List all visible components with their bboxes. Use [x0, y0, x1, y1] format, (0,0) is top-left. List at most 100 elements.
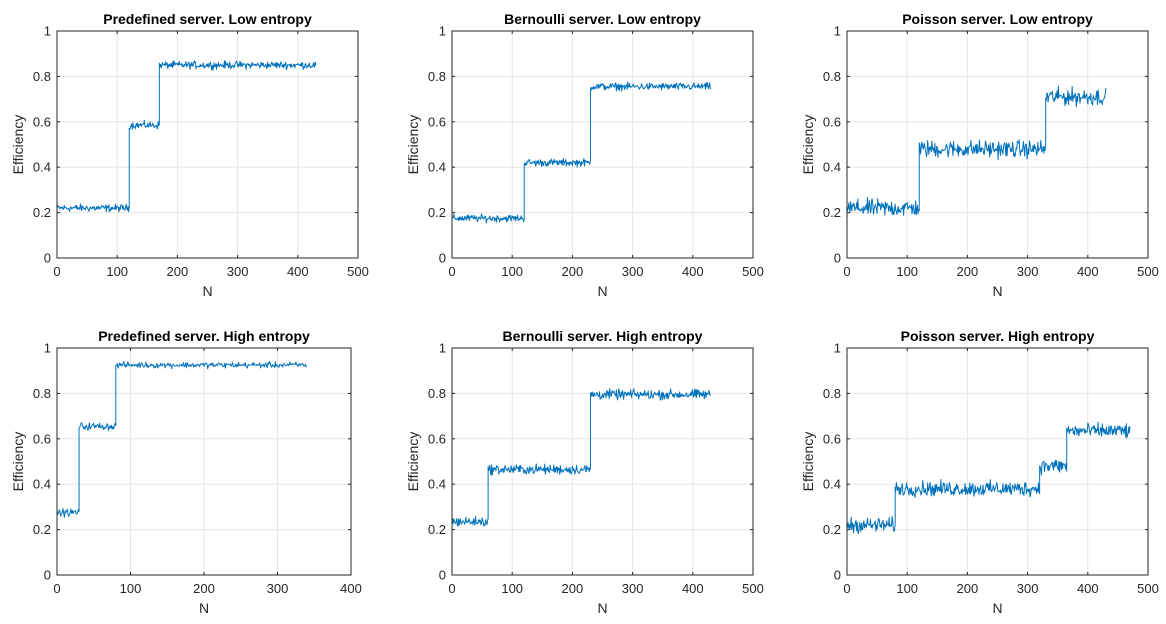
subplot-5: 0 100 200 300 400 500 0 0.2 0.4 0.6 0.8 1 Bernoulli … [405, 328, 764, 616]
x-tick-label: 400 [1077, 264, 1099, 279]
y-tick-label: 0.6 [428, 431, 446, 446]
y-tick-label: 0.8 [823, 386, 841, 401]
chart-title: Poisson server. Low entropy [902, 11, 1093, 27]
x-tick-label: 400 [340, 581, 362, 596]
efficiency-series-line [56, 60, 317, 213]
y-tick-label: 0.4 [823, 477, 841, 492]
x-tick-label: 500 [347, 264, 369, 279]
axes-frame [451, 30, 754, 259]
y-tick-label: 1 [44, 24, 51, 39]
y-tick-label: 1 [439, 341, 446, 356]
x-tick-label: 200 [562, 581, 584, 596]
subplot-4: 0 100 200 300 400 0 0.2 0.4 0.6 0.8 1 Predefined se… [10, 328, 362, 616]
plot-area [847, 31, 1148, 258]
x-tick-label: 0 [843, 264, 850, 279]
y-tick-label: 0.2 [823, 205, 841, 220]
y-axis-label: Efficiency [10, 432, 26, 492]
x-tick-label: 500 [742, 581, 764, 596]
subplot-6: 0 100 200 300 400 500 0 0.2 0.4 0.6 0.8 1 Poisson se… [800, 328, 1159, 616]
plot-area [452, 31, 753, 258]
y-tick-label: 0.8 [823, 69, 841, 84]
y-tick-label: 0 [834, 251, 841, 266]
subplot-2: 0 100 200 300 400 500 0 0.2 0.4 0.6 0.8 1 Bernoulli … [405, 11, 764, 299]
x-tick-label: 200 [562, 264, 584, 279]
y-tick-label: 0.2 [33, 522, 51, 537]
x-tick-label: 200 [957, 581, 979, 596]
axes-frame [56, 30, 359, 259]
y-tick-label: 0.4 [428, 160, 446, 175]
y-tick-label: 1 [439, 24, 446, 39]
y-axis-label: Efficiency [10, 115, 26, 175]
y-tick-label: 0.4 [33, 477, 51, 492]
plot-area [452, 348, 753, 575]
axes-frame [846, 347, 1149, 576]
y-tick-label: 0 [834, 568, 841, 583]
chart-title: Poisson server. High entropy [901, 328, 1095, 344]
x-axis-label: N [202, 283, 212, 299]
x-tick-label: 0 [53, 581, 60, 596]
x-tick-label: 100 [501, 581, 523, 596]
y-tick-label: 0.8 [33, 386, 51, 401]
x-tick-label: 500 [742, 264, 764, 279]
y-tick-label: 0.6 [823, 114, 841, 129]
y-tick-label: 0.8 [33, 69, 51, 84]
x-tick-label: 300 [227, 264, 249, 279]
x-tick-label: 400 [682, 581, 704, 596]
y-tick-label: 0.8 [428, 386, 446, 401]
efficiency-series-line [56, 360, 308, 518]
chart-title: Predefined server. High entropy [98, 328, 310, 344]
chart-title: Bernoulli server. Low entropy [504, 11, 701, 27]
x-axis-label: N [597, 600, 607, 616]
x-tick-label: 100 [501, 264, 523, 279]
chart-title: Predefined server. Low entropy [103, 11, 312, 27]
x-axis-label: N [992, 600, 1002, 616]
y-axis-label: Efficiency [800, 432, 816, 492]
y-tick-label: 0.4 [33, 160, 51, 175]
y-tick-label: 1 [834, 24, 841, 39]
y-tick-label: 0.2 [428, 205, 446, 220]
x-tick-label: 300 [1017, 581, 1039, 596]
y-tick-label: 0.2 [428, 522, 446, 537]
efficiency-series-line [451, 388, 712, 527]
x-tick-label: 0 [53, 264, 60, 279]
x-tick-label: 300 [1017, 264, 1039, 279]
x-axis-label: N [597, 283, 607, 299]
x-tick-label: 300 [622, 581, 644, 596]
plot-area [57, 31, 358, 258]
y-tick-label: 0 [44, 568, 51, 583]
axes-frame [846, 30, 1149, 259]
y-tick-label: 0 [44, 251, 51, 266]
efficiency-series-line [846, 421, 1131, 534]
y-tick-label: 1 [44, 341, 51, 356]
x-tick-label: 500 [1137, 264, 1159, 279]
x-tick-label: 0 [448, 581, 455, 596]
chart-title: Bernoulli server. High entropy [503, 328, 703, 344]
y-tick-label: 0 [439, 251, 446, 266]
x-tick-label: 400 [287, 264, 309, 279]
y-tick-label: 0.8 [428, 69, 446, 84]
subplot-1: 0 100 200 300 400 500 0 0.2 0.4 0.6 0.8 1 Predefined… [10, 11, 369, 299]
x-tick-label: 100 [896, 581, 918, 596]
y-tick-label: 0.6 [823, 431, 841, 446]
x-tick-label: 100 [106, 264, 128, 279]
y-tick-label: 0.6 [33, 431, 51, 446]
y-tick-label: 1 [834, 341, 841, 356]
x-axis-label: N [992, 283, 1002, 299]
y-tick-label: 0.2 [33, 205, 51, 220]
plot-area [847, 348, 1148, 575]
y-tick-label: 0.4 [823, 160, 841, 175]
x-tick-label: 0 [843, 581, 850, 596]
x-tick-label: 200 [193, 581, 215, 596]
x-tick-label: 300 [622, 264, 644, 279]
subplot-3: 0 100 200 300 400 500 0 0.2 0.4 0.6 0.8 1 Poisson se… [800, 11, 1159, 299]
y-axis-label: Efficiency [405, 432, 421, 492]
y-axis-label: Efficiency [405, 115, 421, 175]
x-tick-label: 200 [957, 264, 979, 279]
x-tick-label: 0 [448, 264, 455, 279]
x-tick-label: 200 [167, 264, 189, 279]
y-tick-label: 0.6 [428, 114, 446, 129]
x-tick-label: 400 [682, 264, 704, 279]
y-axis-label: Efficiency [800, 115, 816, 175]
x-tick-label: 400 [1077, 581, 1099, 596]
